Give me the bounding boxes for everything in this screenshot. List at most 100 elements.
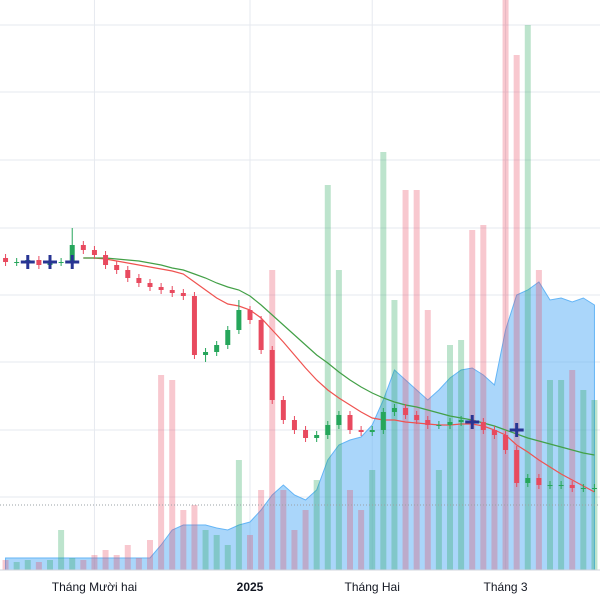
candle-body bbox=[36, 260, 42, 265]
candle-body bbox=[336, 415, 342, 425]
candle-body bbox=[380, 412, 386, 430]
candle-body bbox=[214, 345, 220, 352]
volume-bar bbox=[580, 390, 587, 570]
volume-bar bbox=[391, 300, 398, 570]
volume-bar bbox=[224, 545, 231, 570]
x-tick-label: Tháng Hai bbox=[345, 580, 400, 594]
volume-bar bbox=[69, 558, 76, 570]
volume-bar bbox=[447, 345, 453, 570]
volume-bar bbox=[24, 560, 31, 570]
candle-body bbox=[269, 350, 275, 400]
x-tick-label: 2025 bbox=[237, 580, 264, 594]
candle-body bbox=[191, 296, 197, 355]
candle-body bbox=[3, 258, 9, 262]
volume-bar bbox=[169, 380, 176, 570]
candle-body bbox=[225, 330, 231, 345]
volume-bar bbox=[324, 185, 331, 570]
candle-body bbox=[247, 310, 253, 320]
x-tick-label: Tháng Mười hai bbox=[52, 580, 137, 594]
volume-bar bbox=[491, 430, 498, 570]
candle-body bbox=[403, 408, 409, 415]
volume-bar bbox=[47, 560, 53, 570]
volume-bar bbox=[424, 310, 431, 570]
candle-body bbox=[514, 450, 520, 483]
candle-body bbox=[480, 422, 486, 430]
volume-bar bbox=[58, 530, 65, 570]
volume-bar bbox=[135, 558, 142, 570]
volume-bar bbox=[547, 380, 553, 570]
volume-bar bbox=[2, 560, 9, 570]
volume-bar bbox=[180, 510, 187, 570]
volume-bar bbox=[380, 152, 387, 570]
ma-line bbox=[83, 257, 595, 456]
candle-body bbox=[69, 245, 75, 262]
volume-bar bbox=[313, 480, 320, 570]
candle-body bbox=[136, 278, 142, 283]
volume-bar bbox=[191, 505, 198, 570]
volume-bar bbox=[435, 470, 442, 570]
volume-bar bbox=[280, 490, 287, 570]
candle-body bbox=[447, 422, 453, 425]
volume-bar bbox=[124, 545, 131, 570]
volume-bar bbox=[158, 375, 165, 570]
candle-body bbox=[236, 310, 242, 330]
volume-bar bbox=[235, 460, 242, 570]
candle-body bbox=[491, 430, 497, 435]
candle-body bbox=[103, 255, 109, 265]
volume-bar bbox=[202, 530, 209, 570]
candle-body bbox=[258, 320, 264, 350]
candle-body bbox=[591, 488, 597, 489]
volume-bar bbox=[80, 560, 87, 570]
candle-body bbox=[436, 425, 442, 426]
x-tick-label: Tháng 3 bbox=[484, 580, 528, 594]
candle-body bbox=[458, 420, 464, 422]
candle-body bbox=[314, 435, 320, 438]
candle-body bbox=[169, 290, 175, 293]
volume-bar bbox=[302, 510, 309, 570]
candle-body bbox=[303, 430, 309, 438]
candle-body bbox=[536, 478, 542, 485]
volume-bar bbox=[502, 0, 509, 570]
area bbox=[5, 281, 595, 571]
volume-bar bbox=[358, 510, 365, 570]
volume-bar bbox=[402, 190, 409, 570]
volume-bar bbox=[524, 25, 531, 570]
candle-body bbox=[503, 435, 509, 450]
candle-body bbox=[547, 485, 553, 486]
candle-body bbox=[80, 245, 86, 250]
candle-body bbox=[558, 485, 564, 486]
candle-body bbox=[114, 265, 120, 270]
candle-body bbox=[358, 430, 364, 432]
volume-bar bbox=[513, 55, 520, 570]
candle-body bbox=[125, 270, 131, 278]
candle-body bbox=[91, 250, 97, 255]
volume-bar bbox=[569, 370, 576, 570]
volume-bar bbox=[480, 225, 487, 570]
candle-body bbox=[569, 485, 575, 488]
volume-bar bbox=[102, 550, 109, 570]
candle-body bbox=[180, 293, 186, 296]
candle-body bbox=[58, 262, 64, 263]
volume-bar bbox=[258, 490, 265, 570]
volume-bar bbox=[91, 555, 98, 570]
candle-body bbox=[280, 400, 286, 420]
x-axis bbox=[0, 570, 600, 600]
volume-bar bbox=[113, 555, 120, 570]
volume-bar bbox=[291, 530, 298, 570]
candle-body bbox=[369, 430, 375, 432]
volume-bar bbox=[458, 340, 465, 570]
candle-body bbox=[14, 262, 20, 263]
signal-marker bbox=[65, 255, 80, 269]
volume-bar bbox=[369, 470, 376, 570]
candle-body bbox=[414, 415, 420, 420]
signal-marker bbox=[509, 423, 524, 437]
candle-body bbox=[325, 425, 331, 435]
candle-body bbox=[158, 287, 164, 290]
volume-bar bbox=[347, 490, 353, 570]
volume-bar bbox=[469, 230, 476, 570]
signal-marker bbox=[43, 255, 57, 269]
ma-line bbox=[83, 257, 595, 493]
candle-body bbox=[425, 420, 431, 425]
